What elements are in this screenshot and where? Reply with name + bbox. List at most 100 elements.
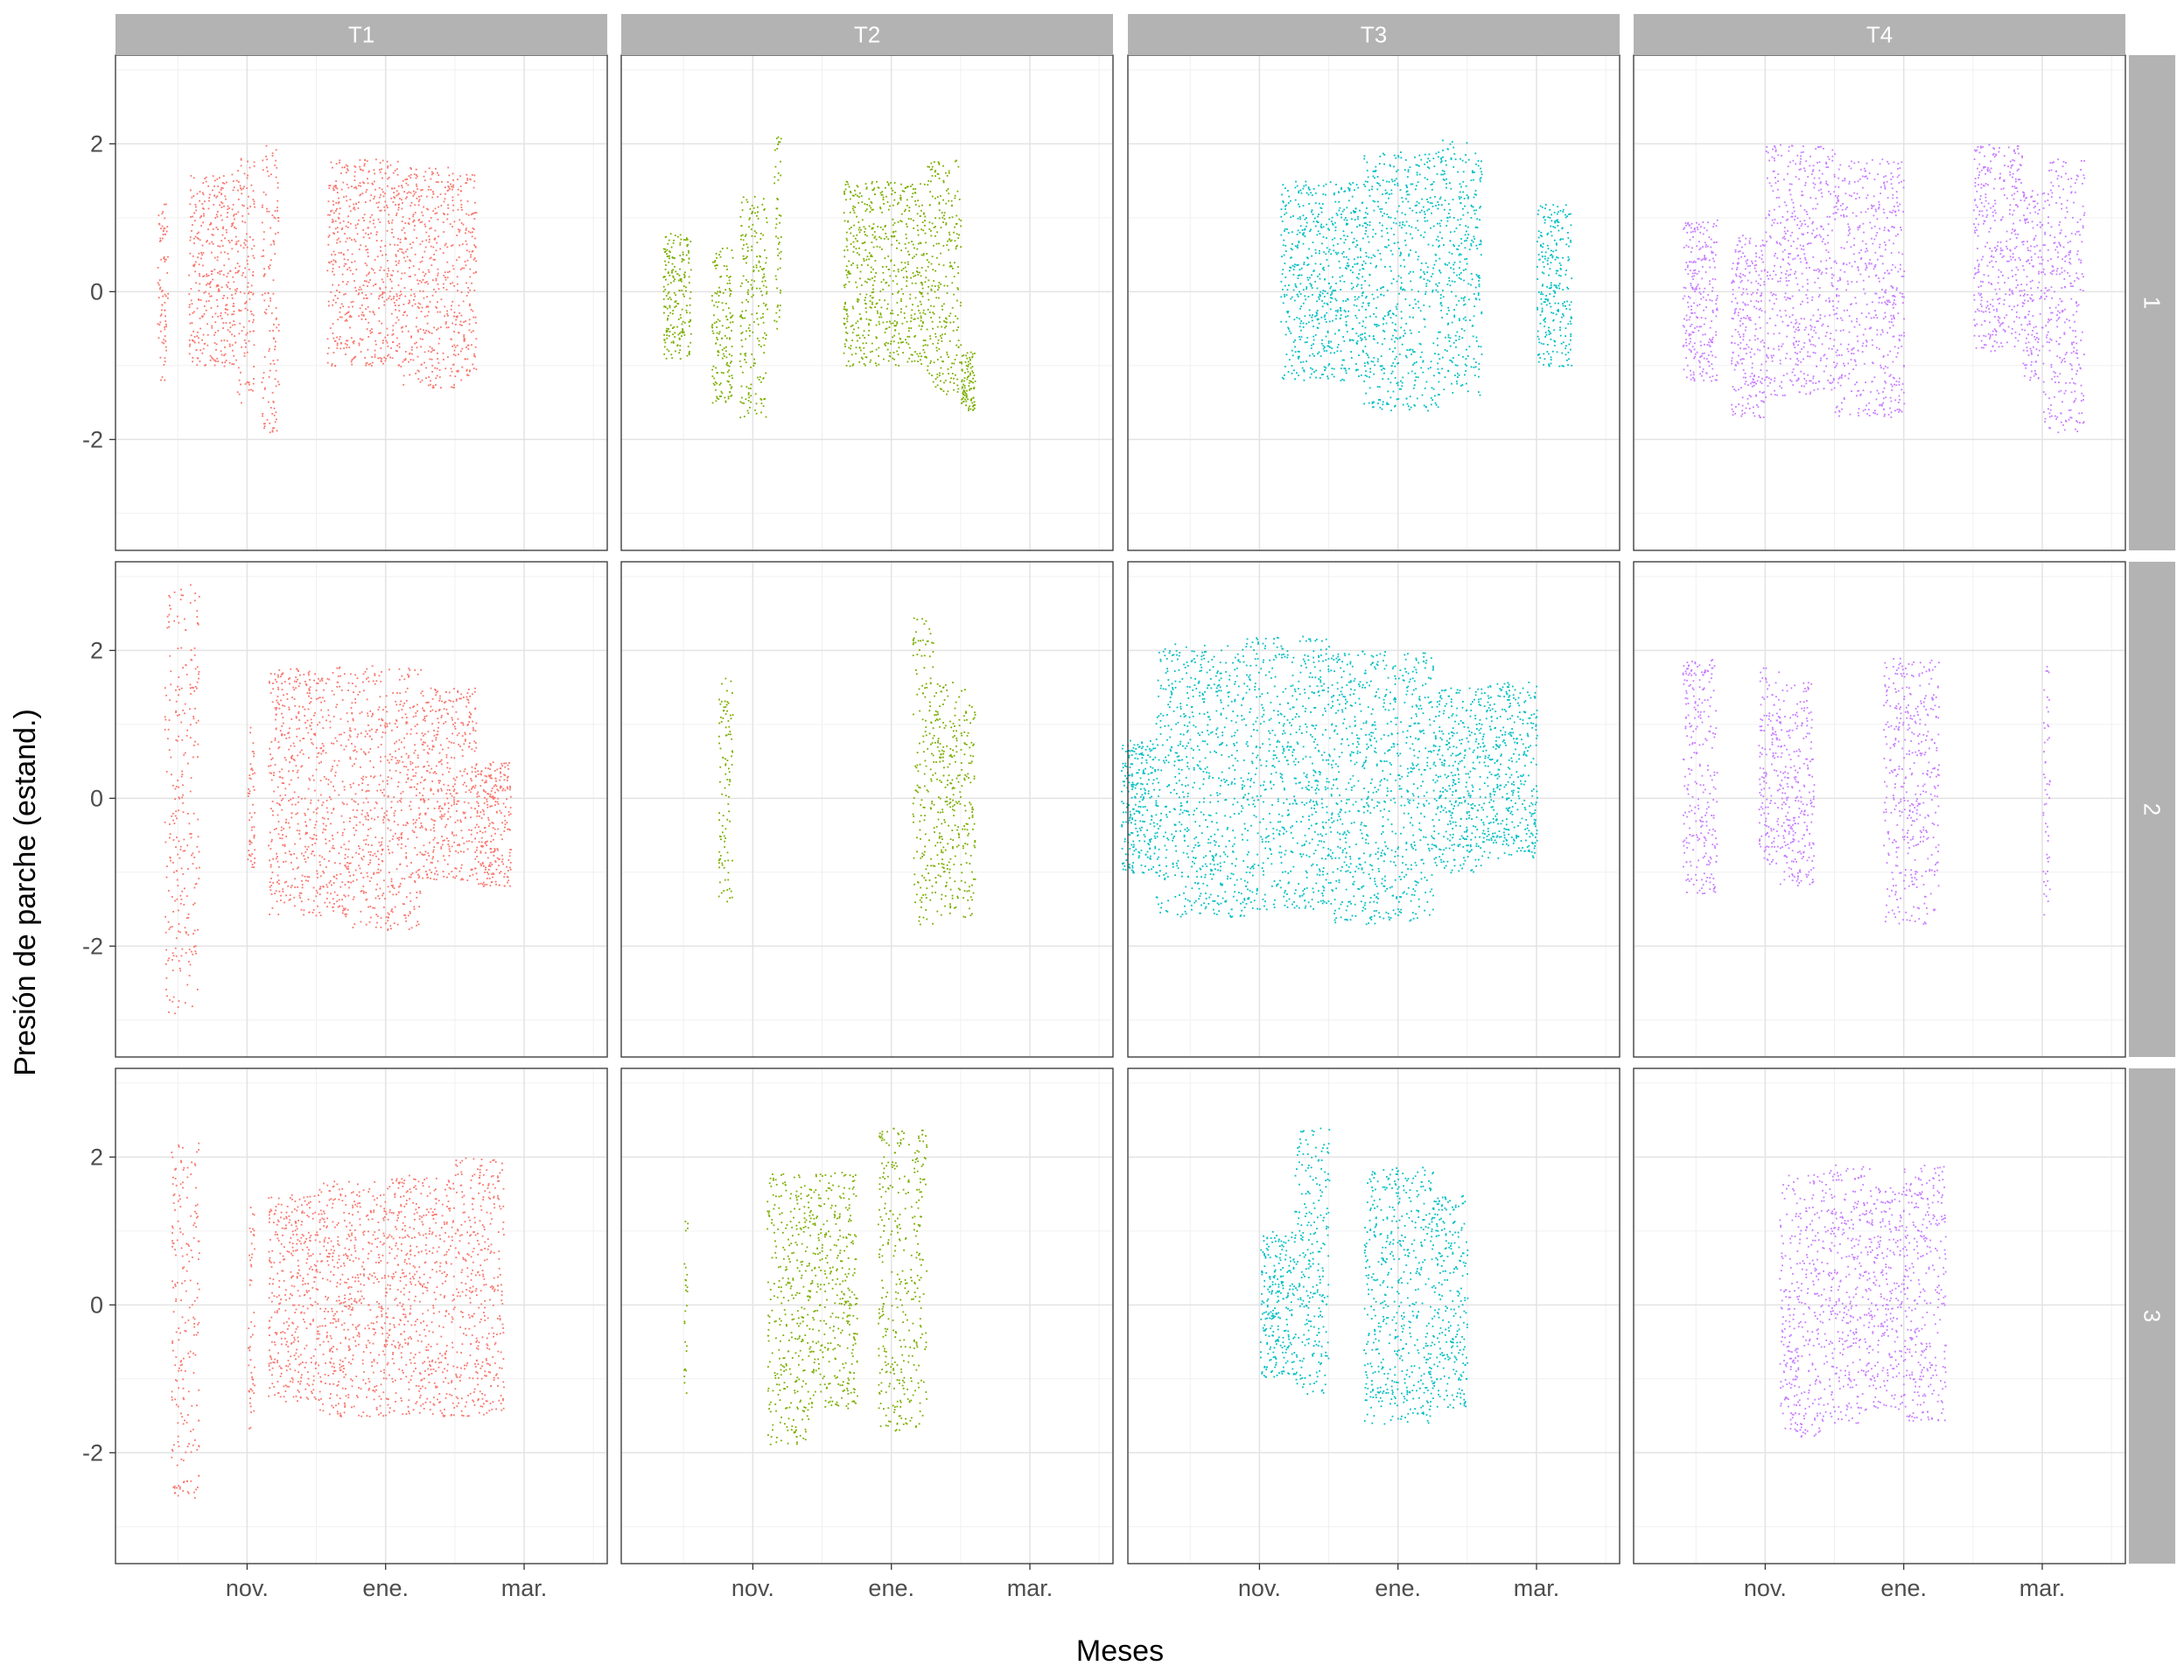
data-point xyxy=(846,320,849,323)
data-point xyxy=(875,324,878,326)
data-point xyxy=(333,212,335,214)
data-point xyxy=(361,192,364,194)
data-point xyxy=(164,203,167,206)
data-point xyxy=(894,230,897,233)
data-point xyxy=(327,243,330,246)
data-point xyxy=(199,283,201,285)
data-point xyxy=(351,363,354,366)
data-point xyxy=(1334,226,1337,228)
data-point xyxy=(668,350,670,353)
data-point xyxy=(1435,260,1438,262)
data-point xyxy=(446,190,449,192)
data-point xyxy=(1375,233,1377,235)
data-point xyxy=(420,281,423,284)
data-point xyxy=(918,310,920,312)
data-point xyxy=(248,298,251,300)
data-point xyxy=(1457,376,1459,378)
data-point xyxy=(193,341,196,344)
data-point xyxy=(874,235,877,238)
data-point xyxy=(1355,368,1358,371)
data-point xyxy=(1477,160,1480,162)
data-point xyxy=(864,303,867,305)
data-point xyxy=(878,299,881,301)
data-point xyxy=(1408,272,1410,275)
data-point xyxy=(410,168,412,170)
data-point xyxy=(672,276,675,278)
data-point xyxy=(757,206,759,208)
data-point xyxy=(936,384,939,387)
data-point xyxy=(954,359,956,360)
data-point xyxy=(1411,237,1413,240)
data-point xyxy=(1437,362,1439,365)
data-point xyxy=(352,300,354,303)
data-point xyxy=(1303,369,1306,371)
data-point xyxy=(720,396,722,397)
data-point xyxy=(1299,322,1302,325)
data-point xyxy=(1366,170,1368,172)
data-point xyxy=(920,228,922,231)
data-point xyxy=(341,166,344,169)
data-point xyxy=(879,226,882,228)
data-point xyxy=(943,284,946,287)
data-point xyxy=(232,313,234,315)
data-point xyxy=(458,354,459,355)
data-point xyxy=(756,214,758,217)
data-point xyxy=(211,189,214,192)
data-point xyxy=(401,220,403,222)
data-point xyxy=(336,192,339,193)
data-point xyxy=(225,181,228,184)
data-point xyxy=(217,360,220,362)
data-point xyxy=(188,274,190,276)
data-point xyxy=(1359,248,1362,250)
data-point xyxy=(1317,230,1320,233)
data-point xyxy=(900,300,902,302)
data-point xyxy=(864,356,867,359)
data-point xyxy=(765,304,767,305)
data-point xyxy=(1458,196,1460,198)
data-point xyxy=(1352,286,1354,289)
data-point xyxy=(209,286,212,288)
data-point xyxy=(190,288,192,290)
data-point xyxy=(1300,274,1303,276)
data-point xyxy=(1294,284,1297,287)
data-point xyxy=(335,210,337,212)
data-point xyxy=(688,282,690,284)
data-point xyxy=(395,254,397,256)
data-point xyxy=(451,245,452,247)
data-point xyxy=(159,330,162,332)
data-point xyxy=(237,170,239,172)
data-point xyxy=(418,219,420,220)
data-point xyxy=(275,149,277,151)
data-point xyxy=(423,329,424,332)
data-point xyxy=(196,192,199,195)
data-point xyxy=(1284,333,1287,336)
data-point xyxy=(214,332,217,333)
data-point xyxy=(949,321,952,324)
data-point xyxy=(679,234,682,236)
data-point xyxy=(161,290,163,293)
data-point xyxy=(905,234,907,235)
data-point xyxy=(326,361,329,364)
data-point xyxy=(758,379,760,381)
data-point xyxy=(404,178,407,181)
data-point xyxy=(1396,382,1398,384)
data-point xyxy=(1360,256,1362,258)
data-point xyxy=(1467,196,1469,199)
data-point xyxy=(872,277,873,279)
data-point xyxy=(416,175,418,178)
data-point xyxy=(718,290,721,292)
data-point xyxy=(158,324,161,326)
data-point xyxy=(1410,332,1412,334)
data-point xyxy=(904,266,906,269)
data-point xyxy=(466,369,468,372)
data-point xyxy=(766,217,767,220)
data-point xyxy=(844,220,846,222)
data-point xyxy=(1418,154,1421,157)
data-point xyxy=(776,198,779,200)
data-point xyxy=(343,196,345,199)
data-point xyxy=(406,196,408,199)
data-point xyxy=(844,343,846,346)
data-point xyxy=(717,350,719,353)
data-point xyxy=(381,168,382,171)
data-point xyxy=(776,148,779,150)
